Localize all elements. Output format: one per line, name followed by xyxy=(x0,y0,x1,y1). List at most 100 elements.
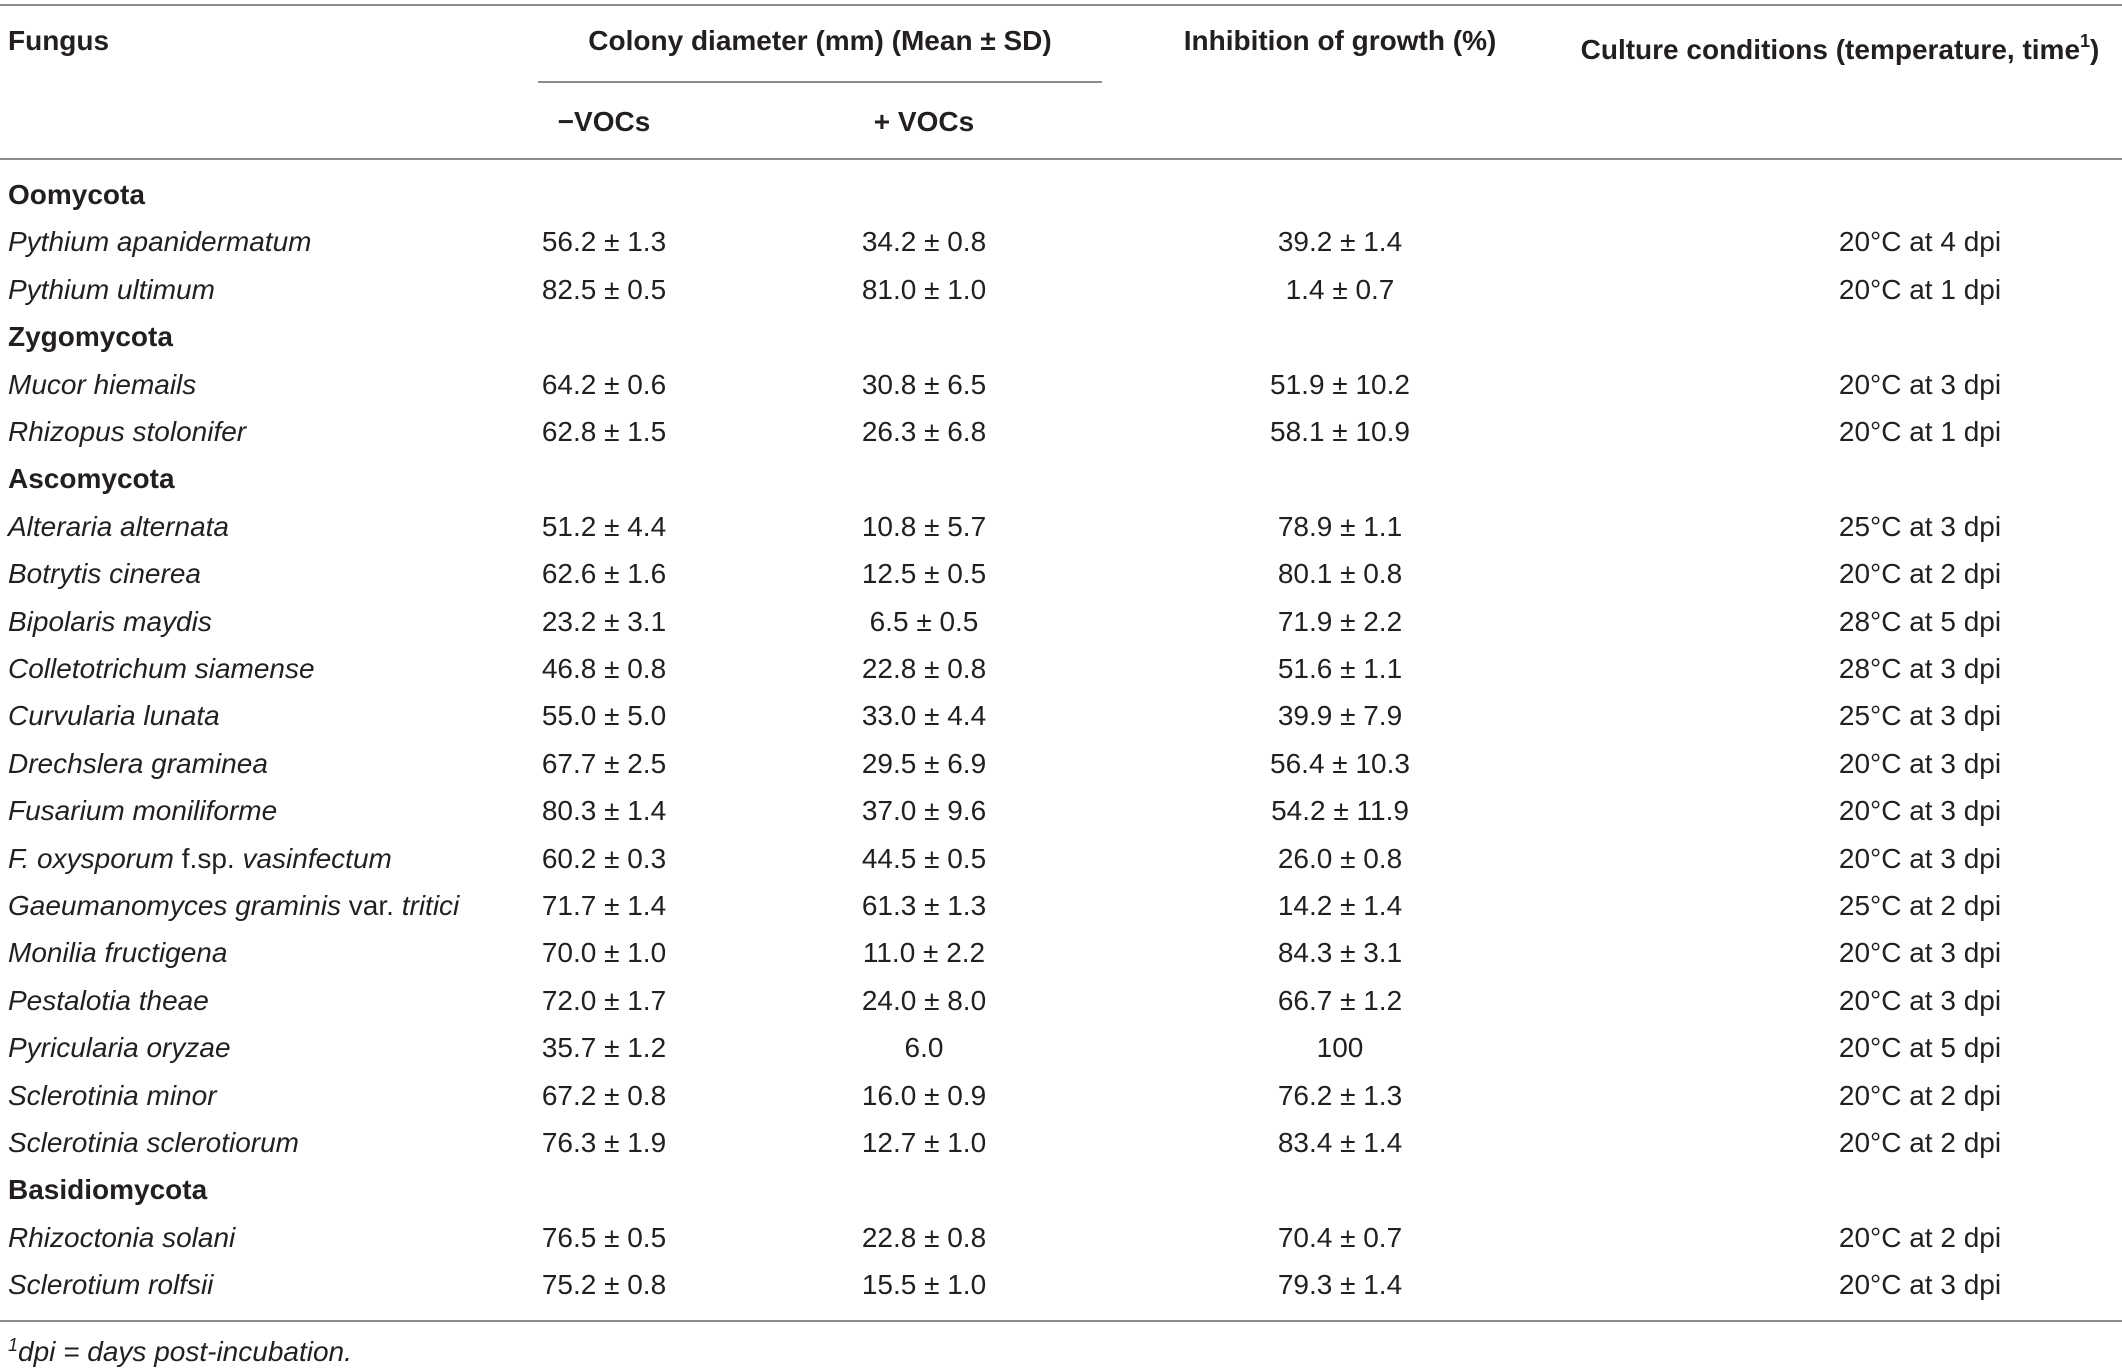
fungus-name: Monilia fructigena xyxy=(8,936,227,970)
cell-inhibition: 26.0 ± 0.8 xyxy=(1277,843,1403,874)
cell-minus-vocs: 76.3 ± 1.9 xyxy=(541,1127,667,1158)
cell-plus-vocs: 6.5 ± 0.5 xyxy=(869,606,979,637)
fungus-name-main: Sclerotium rolfsii xyxy=(8,1269,214,1300)
fungus-name: Pythium apanidermatum xyxy=(8,225,311,259)
fungus-name-main: Pyricularia oryzae xyxy=(8,1032,231,1063)
cell-inhibition: 56.4 ± 10.3 xyxy=(1270,748,1410,779)
cell-plus-vocs: 12.5 ± 0.5 xyxy=(861,558,987,589)
cell-minus-vocs: 67.2 ± 0.8 xyxy=(541,1080,667,1111)
cell-inhibition: 54.2 ± 11.9 xyxy=(1271,795,1409,826)
fungus-name: Sclerotinia sclerotiorum xyxy=(8,1126,299,1160)
cell-minus-vocs: 72.0 ± 1.7 xyxy=(541,985,667,1016)
cell-minus-vocs: 64.2 ± 0.6 xyxy=(541,369,667,400)
fungus-name-main: Colletotrichum siamense xyxy=(8,653,315,684)
fungus-name: F. oxysporum f.sp. vasinfectum xyxy=(8,842,392,876)
top-rule xyxy=(0,4,2122,6)
cell-minus-vocs: 62.8 ± 1.5 xyxy=(541,416,667,447)
cell-minus-vocs: 46.8 ± 0.8 xyxy=(541,653,667,684)
cell-minus-vocs: 55.0 ± 5.0 xyxy=(541,700,667,731)
fungus-name-main: Monilia fructigena xyxy=(8,937,228,968)
cell-inhibition: 14.2 ± 1.4 xyxy=(1277,890,1403,921)
fungus-name-main: Sclerotinia sclerotiorum xyxy=(8,1127,299,1158)
cell-minus-vocs: 75.2 ± 0.8 xyxy=(541,1269,667,1300)
fungus-name: Curvularia lunata xyxy=(8,699,220,733)
header-minus-vocs: −VOCs xyxy=(557,106,651,137)
fungus-name: Drechslera graminea xyxy=(8,747,268,781)
fungus-name-rank: var. xyxy=(341,890,402,921)
group-label: Ascomycota xyxy=(8,463,175,494)
header-inhibition: Inhibition of growth (%) xyxy=(1183,25,1497,56)
cell-plus-vocs: 10.8 ± 5.7 xyxy=(861,511,987,542)
cell-minus-vocs: 82.5 ± 0.5 xyxy=(541,274,667,305)
cell-inhibition: 84.3 ± 3.1 xyxy=(1277,937,1403,968)
cell-culture-conditions: 20°C at 3 dpi xyxy=(1838,1269,2002,1300)
cell-culture-conditions: 20°C at 3 dpi xyxy=(1838,843,2002,874)
group-label: Oomycota xyxy=(8,179,145,210)
header-bottom-rule xyxy=(0,158,2122,160)
cell-plus-vocs: 24.0 ± 8.0 xyxy=(861,985,987,1016)
cell-culture-conditions: 20°C at 3 dpi xyxy=(1838,937,2002,968)
fungus-name: Pyricularia oryzae xyxy=(8,1031,231,1065)
cell-minus-vocs: 56.2 ± 1.3 xyxy=(541,226,667,257)
cell-plus-vocs: 6.0 xyxy=(904,1032,944,1063)
cell-minus-vocs: 35.7 ± 1.2 xyxy=(541,1032,667,1063)
cell-culture-conditions: 20°C at 2 dpi xyxy=(1838,1222,2002,1253)
fungus-name-main: Fusarium moniliforme xyxy=(8,795,278,826)
fungus-name: Pestalotia theae xyxy=(8,984,209,1018)
cell-plus-vocs: 12.7 ± 1.0 xyxy=(861,1127,987,1158)
cell-culture-conditions: 20°C at 3 dpi xyxy=(1838,748,2002,779)
cell-culture-conditions: 20°C at 2 dpi xyxy=(1838,1080,2002,1111)
fungus-name: Botrytis cinerea xyxy=(8,557,201,591)
fungus-name-main: Botrytis cinerea xyxy=(8,558,201,589)
fungus-name: Fusarium moniliforme xyxy=(8,794,277,828)
group-label: Zygomycota xyxy=(8,321,173,352)
fungus-name-main: Bipolaris maydis xyxy=(8,606,212,637)
fungus-name: Pythium ultimum xyxy=(8,273,215,307)
fungus-name-main: F. oxysporum xyxy=(8,843,174,874)
fungus-name-main: Curvularia lunata xyxy=(8,700,220,731)
cell-culture-conditions: 25°C at 3 dpi xyxy=(1838,700,2002,731)
fungus-name: Colletotrichum siamense xyxy=(8,652,315,686)
fungus-name: Rhizopus stolonifer xyxy=(8,415,246,449)
cell-inhibition: 51.9 ± 10.2 xyxy=(1270,369,1410,400)
cell-culture-conditions: 20°C at 1 dpi xyxy=(1838,416,2002,447)
cell-culture-conditions: 20°C at 3 dpi xyxy=(1838,985,2002,1016)
header-plus-vocs: + VOCs xyxy=(873,106,975,137)
cell-culture-conditions: 20°C at 1 dpi xyxy=(1838,274,2002,305)
cell-culture-conditions: 20°C at 3 dpi xyxy=(1838,369,2002,400)
footnote: 1dpi = days post-incubation. xyxy=(8,1335,352,1368)
cell-plus-vocs: 16.0 ± 0.9 xyxy=(861,1080,987,1111)
cell-inhibition: 83.4 ± 1.4 xyxy=(1277,1127,1403,1158)
fungus-name: Mucor hiemails xyxy=(8,368,196,402)
cell-culture-conditions: 20°C at 4 dpi xyxy=(1838,226,2002,257)
cell-minus-vocs: 80.3 ± 1.4 xyxy=(541,795,667,826)
cell-plus-vocs: 34.2 ± 0.8 xyxy=(861,226,987,257)
header-culture-conditions-close: ) xyxy=(2090,34,2100,65)
cell-culture-conditions: 20°C at 2 dpi xyxy=(1838,558,2002,589)
fungus-name-main: Rhizoctonia solani xyxy=(8,1222,236,1253)
cell-culture-conditions: 28°C at 3 dpi xyxy=(1838,653,2002,684)
fungus-name-main: Alteraria alternata xyxy=(8,511,230,542)
group-label: Basidiomycota xyxy=(8,1174,208,1205)
header-colony-diameter: Colony diameter (mm) (Mean ± SD) xyxy=(588,25,1052,56)
cell-minus-vocs: 51.2 ± 4.4 xyxy=(541,511,667,542)
cell-plus-vocs: 33.0 ± 4.4 xyxy=(861,700,987,731)
fungus-name-rank: f.sp. xyxy=(174,843,243,874)
fungus-name-infraspecific: tritici xyxy=(401,890,460,921)
cell-minus-vocs: 67.7 ± 2.5 xyxy=(541,748,667,779)
fungus-name-infraspecific: vasinfectum xyxy=(242,843,392,874)
cell-plus-vocs: 26.3 ± 6.8 xyxy=(861,416,987,447)
cell-plus-vocs: 37.0 ± 9.6 xyxy=(861,795,987,826)
cell-culture-conditions: 25°C at 2 dpi xyxy=(1838,890,2002,921)
cell-plus-vocs: 22.8 ± 0.8 xyxy=(861,1222,987,1253)
cell-culture-conditions: 20°C at 2 dpi xyxy=(1838,1127,2002,1158)
cell-inhibition: 66.7 ± 1.2 xyxy=(1277,985,1403,1016)
header-fungus: Fungus xyxy=(8,25,110,56)
cell-plus-vocs: 81.0 ± 1.0 xyxy=(861,274,987,305)
cell-inhibition: 70.4 ± 0.7 xyxy=(1277,1222,1403,1253)
cell-inhibition: 58.1 ± 10.9 xyxy=(1270,416,1410,447)
cell-inhibition: 39.9 ± 7.9 xyxy=(1277,700,1403,731)
cell-culture-conditions: 28°C at 5 dpi xyxy=(1838,606,2002,637)
cell-minus-vocs: 71.7 ± 1.4 xyxy=(541,890,667,921)
